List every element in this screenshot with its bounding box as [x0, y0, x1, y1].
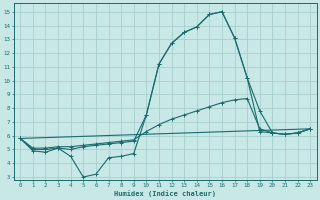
X-axis label: Humidex (Indice chaleur): Humidex (Indice chaleur)	[114, 190, 216, 197]
